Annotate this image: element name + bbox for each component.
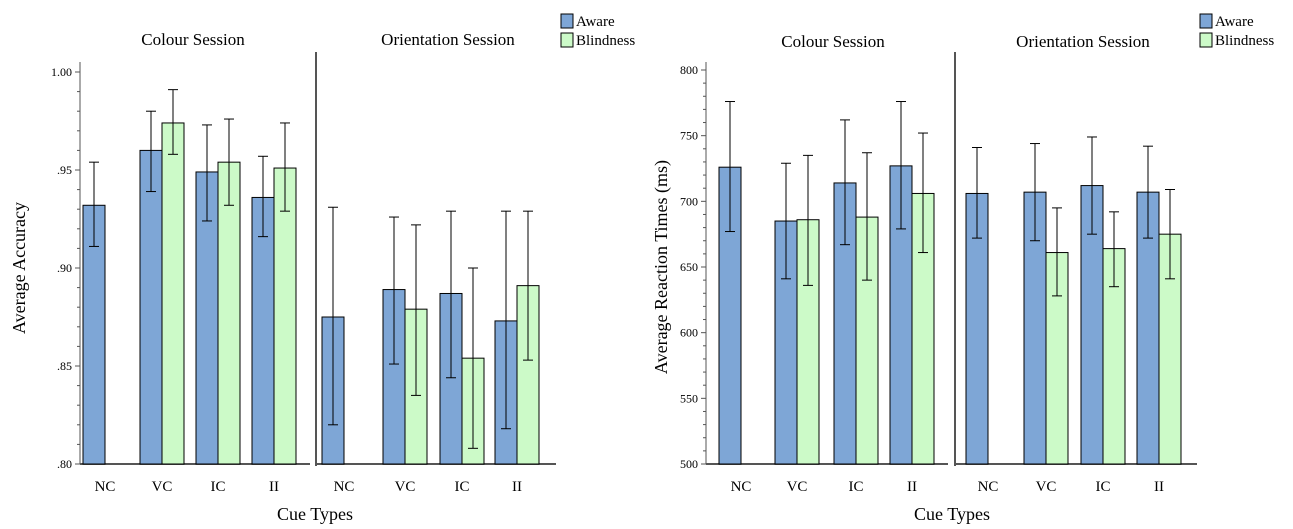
category-label: II (907, 479, 917, 495)
category-label: IC (849, 479, 864, 495)
bar-blindness (273, 167, 297, 465)
legend-swatch-aware (560, 13, 574, 29)
y-tick-label: 800 (680, 63, 698, 77)
y-tick-label: .80 (57, 457, 72, 471)
category-label: NC (334, 479, 355, 495)
category-label: VC (152, 479, 173, 495)
bar-blindness (161, 122, 185, 465)
y-axis-title: Average Reaction Times (ms) (651, 160, 672, 374)
legend-swatch-blindness (1199, 32, 1213, 48)
legend-label-aware: Aware (576, 14, 615, 30)
legend-label-blindness: Blindness (576, 33, 635, 49)
category-label: II (269, 479, 279, 495)
y-tick-label: .90 (57, 261, 72, 275)
legend-label-aware: Aware (1215, 14, 1254, 30)
panel-title: Colour Session (141, 30, 245, 49)
panel-title: Colour Session (781, 32, 885, 51)
panel-title: Orientation Session (1016, 32, 1150, 51)
y-tick-label: .85 (57, 359, 72, 373)
panel-title: Orientation Session (381, 30, 515, 49)
x-axis-title: Cue Types (914, 504, 990, 524)
y-tick-label: 700 (680, 194, 698, 208)
x-axis-title: Cue Types (277, 504, 353, 524)
legend-swatch-aware (1199, 13, 1213, 29)
category-label: IC (211, 479, 226, 495)
y-tick-label: 750 (680, 129, 698, 143)
category-label: VC (1036, 479, 1057, 495)
bar-blindness (217, 161, 241, 465)
y-tick-label: .95 (57, 163, 72, 177)
category-label: IC (455, 479, 470, 495)
y-tick-label: 500 (680, 457, 698, 471)
y-tick-label: 1.00 (51, 65, 72, 79)
y-axis-title: Average Accuracy (9, 202, 29, 334)
category-label: II (512, 479, 522, 495)
category-label: NC (978, 479, 999, 495)
legend-label-blindness: Blindness (1215, 33, 1274, 49)
category-label: IC (1096, 479, 1111, 495)
category-label: NC (731, 479, 752, 495)
bar-aware (251, 196, 275, 465)
bar-aware (139, 149, 163, 465)
y-tick-label: 550 (680, 391, 698, 405)
y-tick-label: 600 (680, 326, 698, 340)
category-label: VC (395, 479, 416, 495)
legend-swatch-blindness (560, 32, 574, 48)
y-tick-label: 650 (680, 260, 698, 274)
category-label: VC (787, 479, 808, 495)
category-label: II (1154, 479, 1164, 495)
category-label: NC (95, 479, 116, 495)
